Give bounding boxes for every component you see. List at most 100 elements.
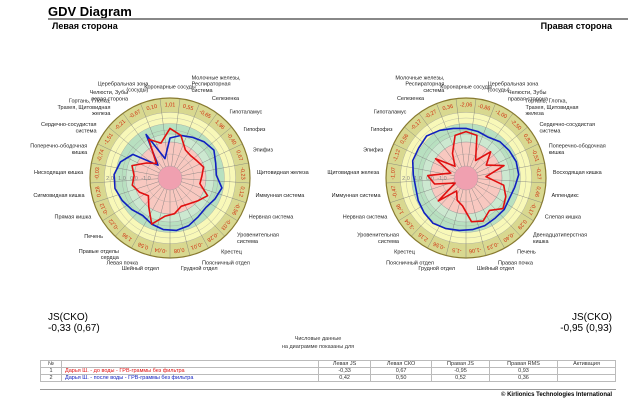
row-name: Дарья Ш. - до воды - ГРВ-граммы без филь… <box>61 367 319 375</box>
sector-divider <box>474 186 521 237</box>
axis-label: Щитовидная железа <box>257 170 310 176</box>
axis-label: Церебральная зона (сосуды) <box>488 81 540 93</box>
col-right-rms: Правая RMS <box>489 360 559 368</box>
radar-chart-left: 1,01 Коронарные сосуды 0,55 Молочные железы… <box>30 75 309 272</box>
row-number: 2 <box>40 374 62 382</box>
left-js-label: JS(CKO) <box>48 312 88 323</box>
axis-label: Крестец <box>394 250 416 256</box>
sector-value: 0,46 <box>533 186 541 198</box>
axis-label: Гипофиз <box>243 127 265 133</box>
axis-label: Сигмовидная кишка <box>33 193 85 199</box>
table-row[interactable]: 1 Дарья Ш. - до воды - ГРВ-граммы без фи… <box>40 367 616 375</box>
axis-label: Эпифиз <box>253 148 274 154</box>
sector-value: -0,27 <box>424 109 438 120</box>
sector-value: -0,03 <box>94 167 101 180</box>
axis-label: Грудной отдел <box>418 265 455 272</box>
axis-label: Печень <box>517 250 536 256</box>
sector-divider <box>472 113 514 169</box>
ring-band <box>453 165 479 191</box>
sector-value: 0,29 <box>516 218 527 230</box>
axis-label: Молочные железы, Респираторная система <box>192 75 241 93</box>
sector-divider <box>175 188 209 249</box>
axis-label: Нервная система <box>343 215 388 221</box>
axis-label: Иммунная система <box>332 193 382 199</box>
right-js-label: JS(CKO) <box>572 312 612 323</box>
sector-value: 1,96 <box>214 119 226 131</box>
sector-divider <box>181 162 249 176</box>
sector-value: 0,28 <box>95 186 103 198</box>
sector-value: 0,10 <box>146 104 158 112</box>
col-left-js: Левая JS <box>317 360 372 368</box>
axis-label: Поперечно-ободочная кишка <box>30 144 88 156</box>
sector-divider <box>427 188 461 249</box>
axis-label: Уровенительная система <box>357 233 400 245</box>
ring-label: 1,0 <box>414 176 422 182</box>
sector-divider <box>181 181 247 203</box>
sector-divider <box>467 98 477 167</box>
sector-value: -0,56 <box>432 240 446 250</box>
sector-value: -2,06 <box>460 103 473 109</box>
sector-divider <box>436 103 462 167</box>
axis-label: Нервная система <box>249 215 294 221</box>
ring-band <box>157 165 183 191</box>
sector-value: 0,58 <box>137 241 149 251</box>
col-number: № <box>40 360 62 368</box>
sector-divider <box>468 189 487 256</box>
row-name: Дарья Ш. - после воды - ГРВ-граммы без ф… <box>61 374 319 382</box>
row-left-js: 0,42 <box>317 374 372 382</box>
sector-value: -1,07 <box>390 167 397 180</box>
row-activation <box>557 367 616 375</box>
sector-divider <box>445 189 464 256</box>
sector-divider <box>178 186 225 237</box>
axis-label: Поперечно-ободочная кишка <box>549 144 606 156</box>
axis-label: Прямая кишка <box>55 215 93 221</box>
right-js-summary: JS(CKO) -0,95 (0,93) <box>560 312 612 334</box>
sector-value: -0,56 <box>230 202 241 216</box>
axis-label: Нисходящая кишка <box>34 170 84 176</box>
radar-chart-right: -2,06 Коронарные сосуды -0,86 Церебральная … <box>327 75 605 272</box>
sector-divider <box>471 188 505 249</box>
axis-label: Печень <box>84 234 103 240</box>
sector-divider <box>140 103 166 167</box>
sector-value: 2,16 <box>417 231 429 242</box>
sector-divider <box>180 184 238 222</box>
axis-label: Церебральная зона (сосуды) <box>98 81 150 93</box>
sector-value: 0,36 <box>442 104 454 112</box>
sector-divider <box>174 103 200 167</box>
axis-label: Гипофиз <box>371 127 393 133</box>
ring-label: 2,0 <box>402 176 410 182</box>
sector-value: 1,96 <box>121 231 133 242</box>
axis-label: Левая почка <box>107 261 139 267</box>
axis-label: Эпифиз <box>363 148 384 154</box>
sector-value: -0,74 <box>96 149 106 163</box>
row-left-sko: 0,50 <box>370 374 432 382</box>
table-row[interactable]: 2 Дарья Ш. - после воды - ГРВ-граммы без… <box>40 374 616 382</box>
sector-divider <box>176 113 218 169</box>
sector-divider <box>91 162 159 176</box>
note-line-1: Числовые данные <box>294 336 342 342</box>
ring-label: 1,0 <box>118 176 126 182</box>
axis-label: Сердечно-сосудистая система <box>539 122 595 134</box>
sector-divider <box>131 188 165 249</box>
sector-value: 0,82 <box>522 133 533 145</box>
row-right-js: -0,95 <box>430 367 491 375</box>
sector-divider <box>418 113 460 169</box>
sector-value: -0,47 <box>391 185 399 198</box>
results-table: № Левая JS Левая СКО Правая JS Правая RM… <box>40 360 616 382</box>
sector-divider <box>386 178 455 184</box>
axis-label: Грудной отдел <box>181 265 218 272</box>
sector-value: -0,27 <box>535 167 542 180</box>
sector-value: 1,46 <box>396 203 406 215</box>
col-name <box>61 360 319 368</box>
note-line-2: на диаграмме показаны для <box>281 344 355 350</box>
row-number: 1 <box>40 367 62 375</box>
left-js-value: -0,33 (0,67) <box>48 323 100 334</box>
axis-label: Селезенка <box>212 96 240 102</box>
right-js-value: -0,95 (0,93) <box>560 323 612 334</box>
series-2-line <box>113 133 223 232</box>
ring-label: -1,0 <box>141 176 150 182</box>
sector-value: -0,04 <box>154 246 167 254</box>
footer-divider <box>40 389 616 390</box>
sector-divider <box>93 181 159 203</box>
